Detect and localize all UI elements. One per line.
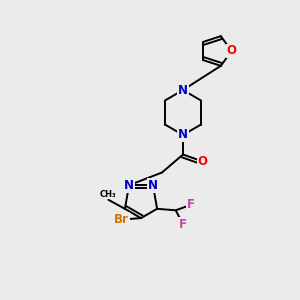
Text: Br: Br xyxy=(114,213,129,226)
Text: N: N xyxy=(178,128,188,142)
Text: F: F xyxy=(187,198,195,212)
Text: O: O xyxy=(197,155,208,168)
Text: N: N xyxy=(124,179,134,192)
Text: CH₃: CH₃ xyxy=(100,190,116,199)
Text: O: O xyxy=(226,44,237,58)
Text: N: N xyxy=(148,179,158,192)
Text: N: N xyxy=(178,83,188,97)
Text: F: F xyxy=(179,218,187,231)
